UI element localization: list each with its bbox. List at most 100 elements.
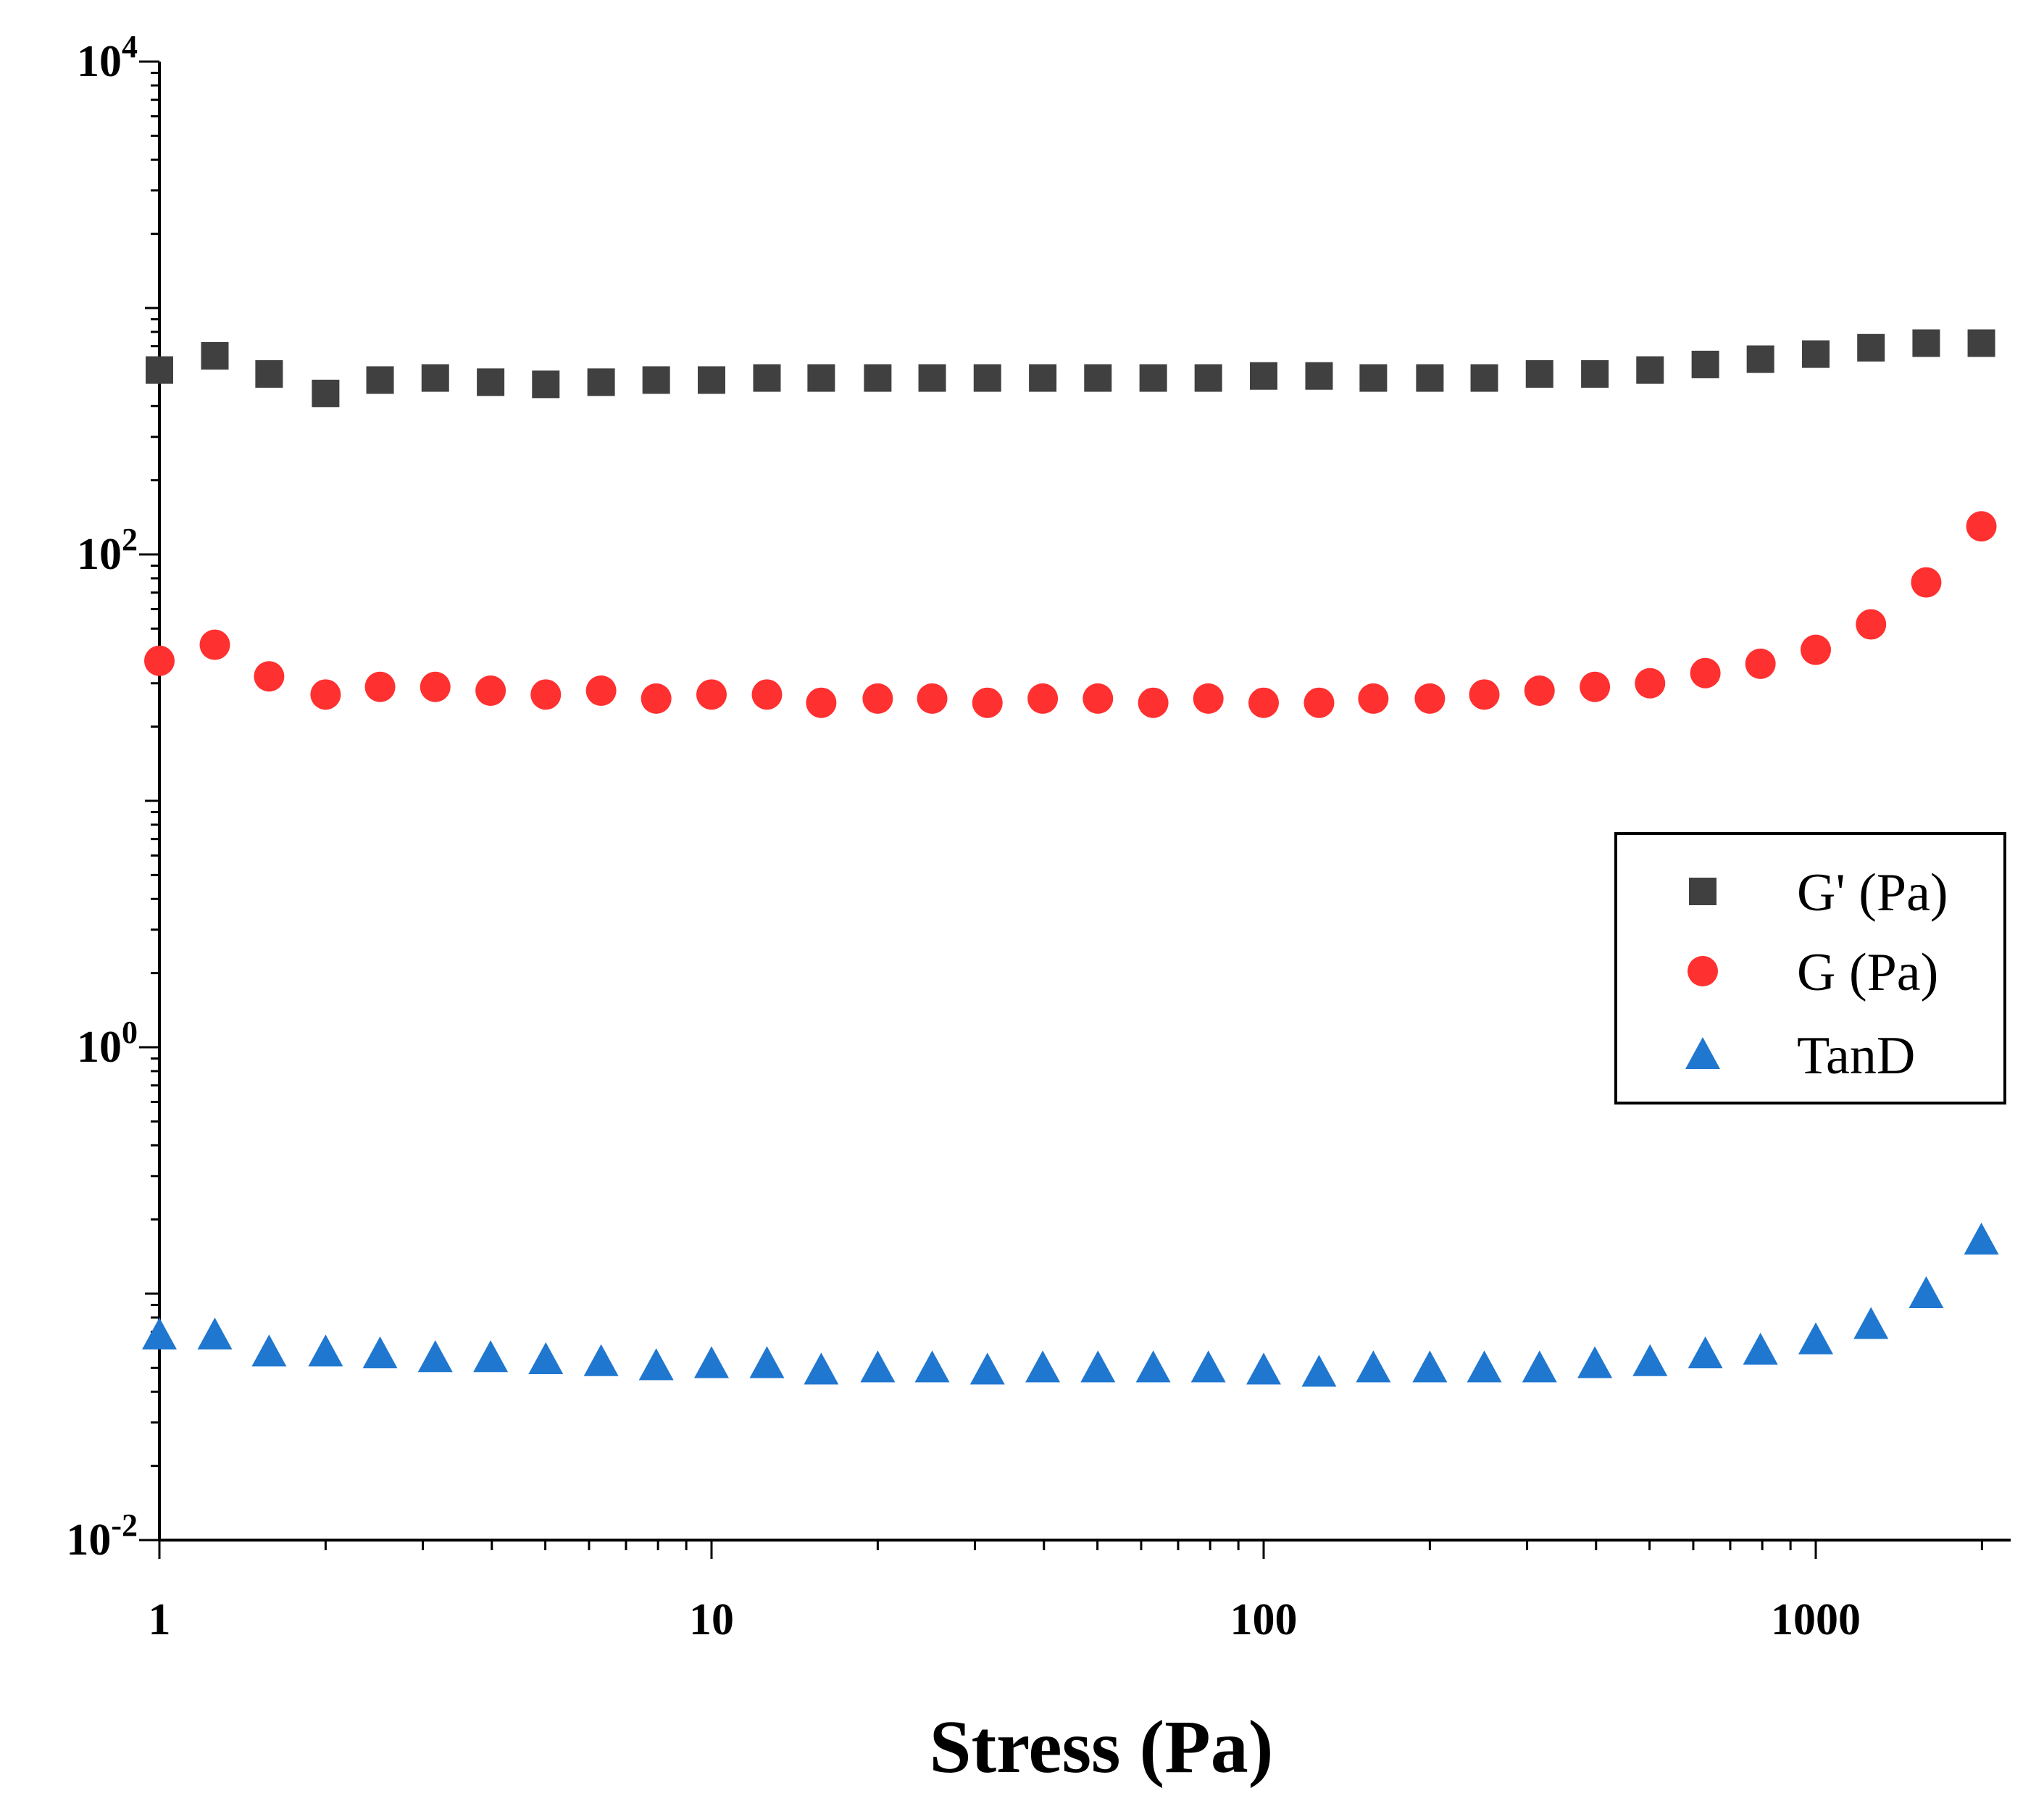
data-point (807, 364, 835, 392)
data-point (1084, 364, 1112, 392)
data-point (146, 356, 173, 384)
data-point (1469, 679, 1500, 710)
x-tick-label: 1000 (1771, 1595, 1861, 1644)
data-point (1911, 567, 1942, 598)
y-tick-label: 102 (77, 522, 138, 579)
series-2 (144, 511, 1997, 718)
data-point (1138, 687, 1169, 718)
data-point (1691, 350, 1719, 378)
data-point (749, 1346, 785, 1378)
data-point (1027, 683, 1059, 714)
data-point (475, 675, 506, 706)
data-point (1688, 1336, 1723, 1369)
data-point (1139, 364, 1167, 392)
legend-marker (1689, 878, 1716, 905)
data-point (969, 1352, 1005, 1385)
data-point (310, 679, 341, 710)
data-point (477, 368, 505, 396)
data-point (1690, 657, 1721, 689)
data-point (530, 679, 562, 710)
data-point (864, 364, 892, 392)
data-point (420, 671, 451, 702)
x-ticks: 1 10 100 1000 (149, 1540, 1983, 1644)
data-point (1029, 364, 1057, 392)
x-axis-title: Stress (Pa) (930, 1705, 1274, 1789)
data-point (1358, 683, 1389, 714)
data-point (1083, 683, 1114, 714)
data-point (142, 1317, 177, 1349)
series-3 (142, 1223, 1999, 1387)
data-point (1743, 1332, 1778, 1365)
data-point (473, 1340, 509, 1373)
data-point (362, 1336, 398, 1369)
data-point (1414, 683, 1446, 714)
data-point (751, 679, 783, 710)
data-point (860, 1350, 896, 1383)
data-point (1525, 359, 1553, 388)
data-point (1909, 1276, 1944, 1308)
data-point (1303, 687, 1335, 718)
data-point (1746, 345, 1774, 373)
data-point (528, 1341, 564, 1374)
data-point (917, 683, 948, 714)
x-tick-label: 1 (149, 1595, 171, 1644)
legend-label: G' (Pa) (1797, 863, 1948, 923)
data-point (806, 687, 837, 718)
data-point (1966, 511, 1997, 542)
data-point (1025, 1350, 1061, 1383)
data-point (1580, 671, 1611, 702)
data-point (1193, 683, 1224, 714)
data-point (1857, 333, 1885, 362)
data-point (1248, 687, 1279, 718)
data-point (1802, 340, 1830, 368)
legend: G' (Pa) G (Pa) TanD (1614, 832, 2006, 1104)
data-point (312, 379, 340, 407)
data-point (1912, 329, 1940, 357)
data-point (1635, 667, 1666, 699)
data-point (973, 364, 1001, 392)
data-point (421, 364, 449, 392)
legend-marker (1685, 1037, 1720, 1069)
data-point (1577, 1346, 1613, 1378)
data-point (254, 661, 285, 692)
data-point (1967, 329, 1995, 357)
legend-box (1614, 832, 2006, 1104)
data-point (1301, 1355, 1337, 1387)
data-point (308, 1334, 343, 1367)
data-point (583, 1344, 619, 1376)
data-point (1190, 1350, 1226, 1383)
data-point (144, 645, 175, 676)
data-point (914, 1350, 950, 1383)
y-tick-label: 100 (77, 1015, 138, 1072)
legend-label: G (Pa) (1797, 943, 1938, 1002)
data-point (753, 364, 781, 392)
data-point (255, 359, 283, 388)
data-point (638, 1348, 674, 1381)
data-point (1412, 1350, 1448, 1383)
y-tick-label: 10-2 (66, 1507, 138, 1565)
data-point (417, 1340, 453, 1373)
x-tick-label: 10 (689, 1595, 734, 1644)
data-point (1745, 648, 1776, 679)
data-point (532, 370, 560, 399)
data-point (364, 671, 396, 702)
legend-marker (1688, 956, 1718, 986)
data-point (1470, 364, 1498, 392)
data-point (1305, 362, 1333, 390)
data-point (1581, 359, 1609, 388)
data-point (804, 1352, 839, 1385)
data-point (1522, 1350, 1557, 1383)
data-point (641, 683, 672, 714)
data-point (201, 341, 229, 370)
data-point (1416, 364, 1444, 392)
series-1 (146, 329, 1995, 407)
data-point (1467, 1350, 1502, 1383)
data-point (1524, 675, 1555, 706)
data-point (1801, 634, 1831, 665)
data-point (1798, 1322, 1833, 1355)
data-point (587, 368, 615, 396)
y-ticks: 10-2 100 102 104 (66, 29, 159, 1565)
data-point (862, 683, 893, 714)
data-point (1135, 1350, 1171, 1383)
